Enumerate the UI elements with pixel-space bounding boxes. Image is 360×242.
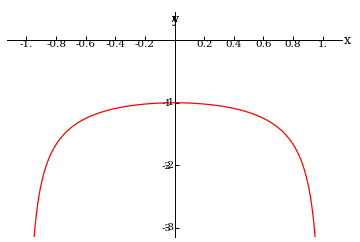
Text: y: y <box>171 13 178 26</box>
Text: 0.6: 0.6 <box>255 40 272 49</box>
Text: x: x <box>343 34 351 47</box>
Text: -0.2: -0.2 <box>135 40 155 49</box>
Text: -1: -1 <box>165 98 175 107</box>
Text: 0.2: 0.2 <box>196 40 212 49</box>
Text: -2: -2 <box>165 161 175 170</box>
Text: 0.4: 0.4 <box>226 40 242 49</box>
Text: -0.6: -0.6 <box>76 40 96 49</box>
Text: 1.: 1. <box>318 40 328 49</box>
Text: -0.4: -0.4 <box>105 40 125 49</box>
Text: 0.8: 0.8 <box>285 40 301 49</box>
Text: -3: -3 <box>165 223 175 232</box>
Text: -0.8: -0.8 <box>46 40 66 49</box>
Text: -1.: -1. <box>20 40 33 49</box>
